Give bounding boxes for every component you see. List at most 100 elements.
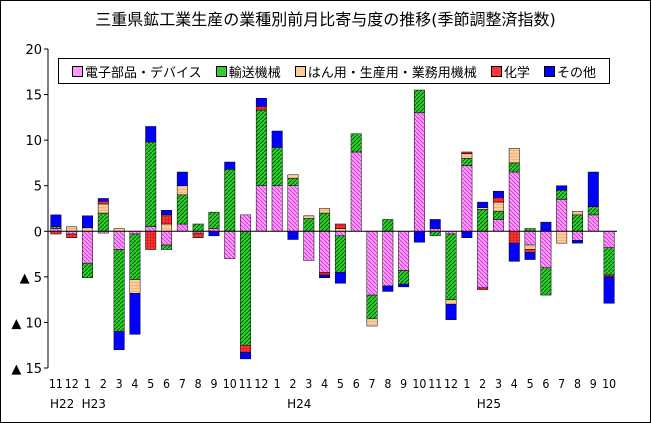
- bar-segment-s3-c7: [161, 214, 173, 225]
- legend-label-electronics: 電子部品・デバイス: [85, 65, 202, 81]
- x-tick-label: 11: [428, 377, 442, 391]
- bar-segment-s1-c13: [255, 109, 267, 186]
- x-tick-label: 11: [239, 377, 253, 391]
- x-tick-label: 6: [542, 377, 549, 391]
- bar-segment-s1-c16: [303, 218, 315, 232]
- y-tick-label: 10: [25, 134, 42, 149]
- bar-segment-s3-c9: [192, 232, 204, 238]
- bar-segment-s0-c31: [540, 231, 552, 268]
- bar-segment-s3-c26: [461, 151, 473, 155]
- x-tick-label: 1: [274, 377, 281, 391]
- legend-swatch-transport: [215, 65, 227, 77]
- legend-item-transport: 輸送機械: [215, 62, 281, 81]
- bar-segment-s4-c22: [398, 283, 410, 288]
- bar-segment-s3-c28: [492, 197, 504, 203]
- bar-segment-s2-c27: [477, 207, 489, 210]
- x-tick-label: 9: [590, 377, 597, 391]
- bar-segment-s1-c19: [350, 133, 362, 153]
- legend-label-transport: 輸送機械: [228, 65, 281, 81]
- x-tick-label: 7: [179, 377, 186, 391]
- legend-label-chemical: 化学: [503, 65, 530, 81]
- bar-segment-s1-c0: [50, 226, 62, 229]
- bar-segment-s1-c11: [224, 169, 236, 232]
- bar-segment-s1-c18: [334, 235, 346, 273]
- bar-segment-s1-c15: [287, 178, 299, 186]
- bar-segment-s4-c17: [319, 274, 331, 279]
- x-tick-label: 2: [289, 377, 296, 391]
- bar-segment-s3-c35: [603, 274, 615, 278]
- bar-segment-s1-c20: [366, 294, 378, 320]
- bar-segment-s0-c32: [556, 199, 568, 232]
- bar-segment-s0-c7: [161, 231, 173, 246]
- bar-segment-s1-c27: [477, 209, 489, 232]
- bar-segment-s0-c8: [176, 223, 188, 232]
- x-tick-label: 5: [337, 377, 344, 391]
- y-tick-label: 0: [34, 225, 42, 240]
- bar-segment-s2-c20: [366, 318, 378, 327]
- legend-item-other: その他: [543, 62, 596, 81]
- x-tick-label: 10: [412, 377, 426, 391]
- bar-segment-s2-c16: [303, 215, 315, 219]
- legend-item-machinery: はん用・生産用・業務用機械: [294, 62, 477, 81]
- bar-segment-s0-c34: [587, 214, 599, 232]
- bar-segment-s2-c30: [524, 244, 536, 250]
- x-tick-label: 2: [479, 377, 486, 391]
- x-tick-label: 12: [65, 377, 79, 391]
- x-tick-label: 1: [463, 377, 470, 391]
- bar-segment-s4-c29: [508, 242, 520, 262]
- bar-segment-s2-c7: [161, 223, 173, 232]
- bar-segment-s0-c33: [572, 231, 583, 241]
- bar-segment-s4-c26: [461, 231, 473, 238]
- bar-segment-s1-c24: [429, 231, 441, 237]
- bar-segment-s1-c14: [271, 147, 283, 186]
- bar-segment-s1-c34: [587, 206, 599, 216]
- bar-segment-s4-c32: [556, 185, 568, 191]
- bar-segment-s1-c8: [176, 194, 188, 225]
- x-year-label: H25: [477, 397, 501, 411]
- bar-segment-s4-c35: [603, 276, 615, 304]
- legend-swatch-chemical: [490, 65, 502, 77]
- bar-segment-s0-c11: [224, 231, 236, 259]
- bar-segment-s4-c31: [540, 221, 552, 232]
- y-tick-label: 5: [34, 180, 42, 195]
- bar-segment-s1-c28: [492, 210, 504, 220]
- bar-segment-s0-c23: [413, 112, 425, 232]
- x-year-label: H24: [287, 397, 311, 411]
- bar-segment-s4-c8: [176, 171, 188, 186]
- legend-item-electronics: 電子部品・デバイス: [72, 62, 202, 81]
- legend-swatch-other: [543, 65, 555, 77]
- x-tick-label: 4: [511, 377, 518, 391]
- legend-label-other: その他: [556, 65, 596, 81]
- bar-segment-s4-c27: [477, 201, 489, 208]
- x-tick-label: 7: [369, 377, 376, 391]
- bar-segment-s0-c14: [271, 185, 283, 232]
- x-tick-label: 12: [254, 377, 268, 391]
- x-tick-label: 12: [444, 377, 458, 391]
- bar-segment-s1-c7: [161, 244, 173, 250]
- bar-segment-s0-c15: [287, 185, 299, 232]
- bar-segment-s2-c25: [445, 299, 457, 305]
- x-tick-label: 4: [131, 377, 138, 391]
- x-tick-label: 6: [163, 377, 170, 391]
- bar-segment-s3-c1: [66, 233, 78, 238]
- y-tick-label: ▲ 5: [20, 271, 42, 286]
- bar-segment-s0-c17: [319, 231, 331, 273]
- bar-segment-s1-c2: [82, 262, 93, 279]
- x-tick-label: 10: [602, 377, 616, 391]
- bar-segment-s1-c23: [413, 89, 425, 114]
- bar-segment-s2-c32: [556, 231, 568, 244]
- bar-segment-s4-c3: [97, 198, 109, 202]
- bar-segment-s1-c29: [508, 162, 520, 173]
- legend-swatch-machinery: [294, 65, 306, 77]
- bar-segment-s1-c6: [145, 141, 157, 227]
- bar-segment-s1-c9: [192, 223, 204, 232]
- bar-segment-s0-c6: [145, 226, 157, 232]
- bar-segment-s1-c33: [572, 214, 583, 232]
- bar-segment-s4-c33: [572, 240, 583, 244]
- x-tick-label: 5: [147, 377, 154, 391]
- y-tick-label: 15: [25, 89, 42, 104]
- bar-segment-s4-c21: [382, 285, 394, 292]
- bar-segment-s4-c6: [145, 126, 157, 143]
- bar-segment-s4-c14: [271, 130, 283, 148]
